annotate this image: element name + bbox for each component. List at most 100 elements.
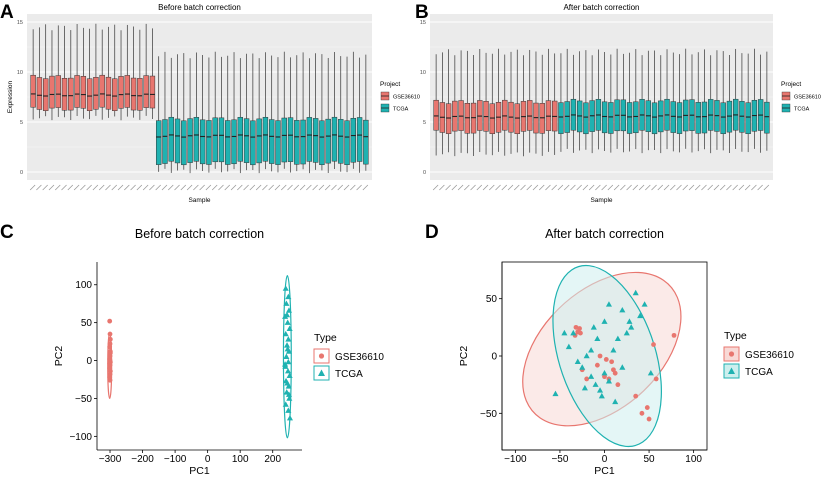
x-tick-label-mark: [588, 184, 595, 191]
data-point-tcga: [590, 324, 597, 330]
x-tick-label: 100: [685, 454, 702, 465]
legend-title: Project: [380, 81, 400, 88]
x-tick-label-mark: [576, 184, 582, 191]
box: [651, 102, 658, 135]
data-point-gse36610: [646, 416, 652, 422]
x-tick-label-mark: [174, 184, 180, 191]
legend-label: TCGA: [393, 107, 409, 113]
legend-label: GSE36610: [794, 95, 821, 101]
x-tick-label-mark: [557, 184, 564, 191]
data-point-tcga: [283, 353, 290, 359]
x-tick-label-mark: [224, 184, 231, 191]
x-tick-label-mark: [86, 184, 92, 191]
box: [99, 74, 105, 108]
box: [726, 100, 733, 133]
box: [187, 118, 193, 163]
boxplot-panel-a: 0 5 10 15 Before batch correction Sample Expre…: [7, 3, 420, 204]
box: [445, 103, 452, 134]
x-tick-label-mark: [520, 184, 526, 191]
data-point-tcga: [283, 342, 291, 348]
x-tick-label-mark: [324, 184, 331, 191]
data-point-tcga: [285, 407, 292, 413]
data-point-tcga: [601, 369, 608, 376]
box: [250, 120, 256, 166]
x-tick-label-mark: [713, 184, 720, 191]
x-tick-label-mark: [551, 184, 557, 191]
box: [601, 101, 608, 134]
box: [558, 102, 564, 134]
x-tick-label-mark: [293, 184, 300, 191]
y-tick-label: 15: [17, 20, 23, 26]
box: [268, 119, 275, 164]
data-point-gse36610: [615, 382, 621, 388]
x-tick-label-mark: [582, 184, 589, 191]
x-tick-label-mark: [470, 184, 476, 191]
box: [137, 78, 143, 111]
data-point-tcga: [282, 330, 289, 337]
x-tick-label: −100: [504, 454, 527, 465]
box: [212, 117, 218, 163]
data-point-tcga: [282, 361, 289, 367]
box: [720, 102, 726, 135]
x-tick-label-mark: [98, 184, 105, 191]
box: [262, 116, 269, 162]
box: [583, 102, 589, 135]
box: [112, 78, 118, 111]
x-tick-label-mark: [526, 184, 533, 191]
legend-label: TCGA: [335, 369, 363, 380]
x-tick-label-mark: [694, 184, 701, 191]
box: [181, 120, 187, 166]
x-tick-label-mark: [464, 184, 470, 191]
confidence-ellipse-tcga: [531, 242, 684, 470]
x-tick-label-mark: [262, 184, 268, 191]
box: [325, 118, 331, 164]
data-point-tcga: [283, 300, 290, 306]
box: [363, 119, 369, 165]
legend-title: Type: [724, 330, 747, 342]
box: [477, 100, 483, 131]
box: [287, 117, 294, 162]
y-tick-label: −50: [75, 394, 92, 405]
data-point-tcga: [612, 398, 619, 405]
box: [68, 77, 74, 111]
y-axis-title: PC2: [53, 346, 65, 367]
box: [564, 101, 570, 133]
box: [74, 75, 80, 108]
x-tick-label-mark: [218, 184, 224, 191]
x-tick-label-mark: [744, 184, 751, 191]
box: [168, 116, 174, 162]
x-tick-label-mark: [280, 184, 287, 191]
y-tick-label: 50: [486, 294, 498, 305]
x-tick-label-mark: [155, 184, 161, 191]
x-tick-label-mark: [657, 184, 664, 191]
data-point-gse36610: [633, 393, 639, 399]
x-tick-label-mark: [738, 184, 745, 191]
x-tick-label-mark: [439, 184, 445, 191]
x-tick-label-mark: [701, 184, 707, 191]
data-point-tcga: [598, 392, 605, 399]
data-point-tcga: [619, 364, 626, 370]
data-point-gse36610: [603, 357, 609, 362]
box: [701, 101, 708, 134]
x-tick-label-mark: [545, 184, 551, 191]
data-point-tcga: [282, 285, 289, 291]
data-point-tcga: [285, 391, 293, 397]
y-tick-label: 0: [423, 170, 426, 176]
data-point-tcga: [284, 319, 291, 325]
box: [338, 119, 344, 164]
box: [331, 116, 338, 162]
x-tick-label-mark: [54, 184, 61, 191]
box: [143, 75, 149, 108]
data-point-tcga: [610, 347, 617, 353]
x-tick-label-mark: [205, 184, 212, 191]
data-point-gse36610: [107, 331, 113, 337]
box: [670, 101, 676, 133]
panel-label-d: D: [425, 222, 439, 243]
box: [80, 76, 87, 109]
data-point-tcga: [285, 358, 292, 365]
x-axis-title: Sample: [590, 197, 612, 204]
box: [124, 75, 131, 108]
box: [489, 103, 495, 134]
x-tick-label-mark: [186, 184, 193, 191]
